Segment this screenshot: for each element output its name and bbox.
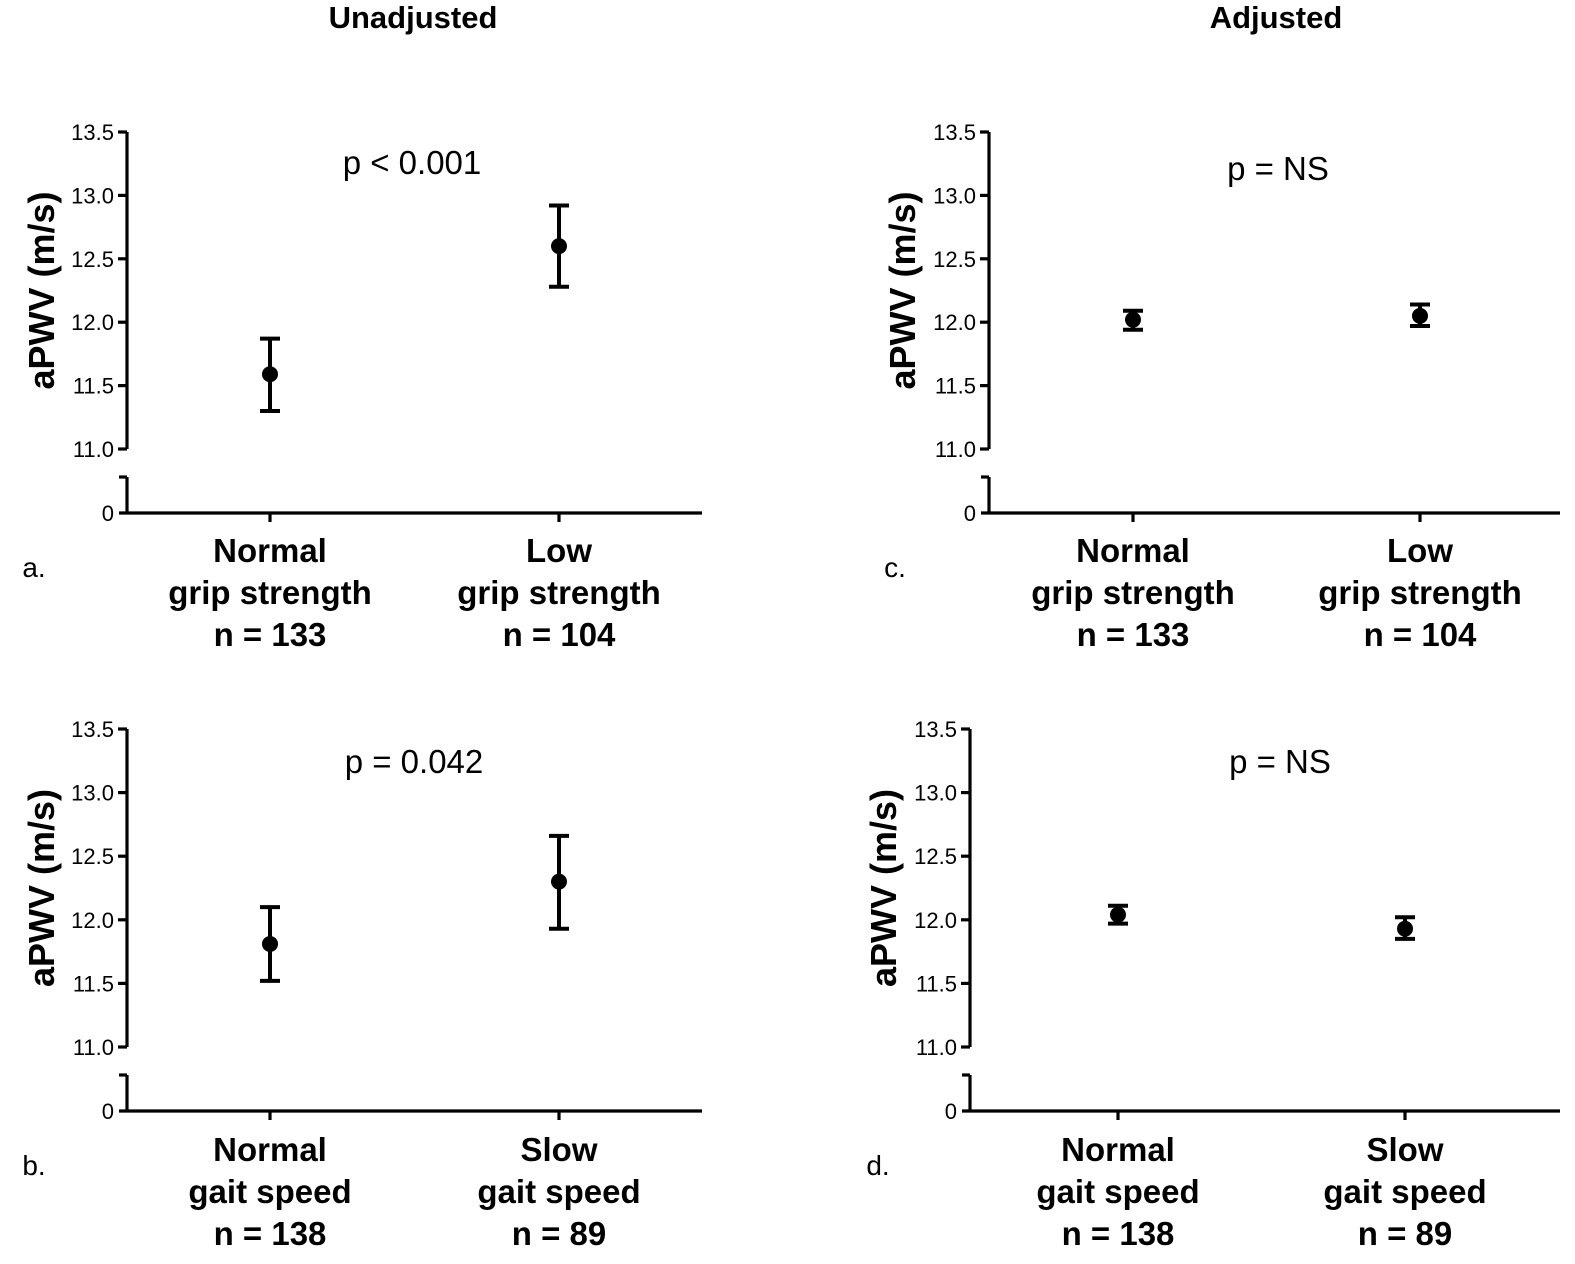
category-label-line: gait speed [477, 1173, 640, 1210]
category-label-line: Low [526, 532, 592, 569]
y-tick-label-zero: 0 [964, 501, 976, 526]
y-tick-label: 12.0 [71, 310, 114, 335]
y-tick-label: 12.5 [71, 247, 114, 272]
y-tick-label: 12.5 [933, 247, 976, 272]
y-tick-label: 13.0 [71, 781, 114, 806]
mean-point [1110, 906, 1126, 923]
p-value-annotation: p < 0.001 [343, 144, 482, 181]
mean-point [1125, 311, 1141, 328]
category-label-line: Normal [213, 532, 327, 569]
mean-point [262, 366, 278, 383]
y-tick-label: 13.0 [933, 183, 976, 208]
category-label-line: Normal [213, 1131, 327, 1168]
y-axis-title: aPWV (m/s) [882, 191, 923, 389]
panel-label: a. [22, 552, 45, 583]
y-tick-label: 13.0 [914, 781, 957, 806]
category-label-line: Slow [520, 1131, 597, 1168]
category-label-line: n = 138 [214, 1215, 327, 1252]
category-label-line: n = 138 [1062, 1215, 1175, 1252]
y-tick-label: 11.0 [916, 1035, 957, 1060]
category-label-line: gait speed [1036, 1173, 1199, 1210]
y-tick-label: 11.5 [916, 971, 957, 996]
y-tick-label: 12.0 [71, 908, 114, 933]
y-tick-label: 12.0 [914, 908, 957, 933]
y-tick-label: 13.5 [933, 120, 976, 145]
category-label-line: n = 104 [503, 616, 616, 653]
y-tick-label-zero: 0 [102, 1099, 114, 1124]
category-label-line: gait speed [188, 1173, 351, 1210]
y-axis-title: aPWV (m/s) [21, 191, 62, 389]
y-tick-label: 11.5 [73, 971, 114, 996]
panel-label: b. [22, 1150, 45, 1181]
header-adjusted: Adjusted [1209, 0, 1343, 35]
category-label-line: Normal [1076, 532, 1190, 569]
category-label-line: n = 89 [1358, 1215, 1452, 1252]
mean-point [1412, 307, 1428, 324]
category-label-line: n = 104 [1364, 616, 1477, 653]
category-label-line: n = 133 [1077, 616, 1190, 653]
category-label-line: Slow [1366, 1131, 1443, 1168]
y-tick-label: 11.0 [73, 437, 114, 462]
panel-b: 11.0 11.5 12.0 12.5 13.0 13.5 0 aPWV (m/s) p = 0… [21, 717, 702, 1252]
category-label-line: Low [1387, 532, 1453, 569]
category-label-line: gait speed [1323, 1173, 1486, 1210]
y-tick-label: 12.5 [914, 844, 957, 869]
panel-c: 11.0 11.5 12.0 12.5 13.0 13.5 0 aPWV (m/s) p = N… [882, 120, 1560, 653]
panel-label: c. [884, 552, 906, 583]
p-value-annotation: p = 0.042 [345, 743, 484, 780]
category-label-line: grip strength [1031, 574, 1235, 611]
y-tick-label-zero: 0 [102, 501, 114, 526]
category-label-line: grip strength [457, 574, 661, 611]
header-unadjusted: Unadjusted [328, 0, 498, 35]
mean-point [551, 238, 567, 255]
y-tick-label: 11.5 [935, 374, 976, 399]
category-label-line: Normal [1061, 1131, 1175, 1168]
category-label-line: grip strength [168, 574, 372, 611]
y-axis-title: aPWV (m/s) [863, 789, 904, 987]
category-label-line: n = 89 [512, 1215, 606, 1252]
y-tick-label: 12.5 [71, 844, 114, 869]
category-label-line: n = 133 [214, 616, 327, 653]
p-value-annotation: p = NS [1229, 743, 1331, 780]
y-tick-label: 11.0 [73, 1035, 114, 1060]
y-tick-label: 11.5 [73, 374, 114, 399]
y-tick-label-zero: 0 [945, 1099, 957, 1124]
y-tick-label: 11.0 [935, 437, 976, 462]
y-tick-label: 12.0 [933, 310, 976, 335]
y-tick-label: 13.5 [71, 120, 114, 145]
panel-a: 11.0 11.5 12.0 12.5 13.0 13.5 0 aPWV (m/s) p < 0… [21, 120, 702, 653]
p-value-annotation: p = NS [1227, 150, 1329, 187]
y-tick-label: 13.0 [71, 183, 114, 208]
category-label-line: grip strength [1318, 574, 1522, 611]
y-tick-label: 13.5 [914, 717, 957, 742]
y-axis-title: aPWV (m/s) [21, 789, 62, 987]
mean-point [551, 873, 567, 890]
mean-point [262, 935, 278, 952]
y-tick-label: 13.5 [71, 717, 114, 742]
panel-label: d. [866, 1150, 889, 1181]
mean-point [1397, 920, 1413, 937]
panel-d: 11.0 11.5 12.0 12.5 13.0 13.5 0 aPWV (m/s) p = N… [863, 717, 1560, 1252]
